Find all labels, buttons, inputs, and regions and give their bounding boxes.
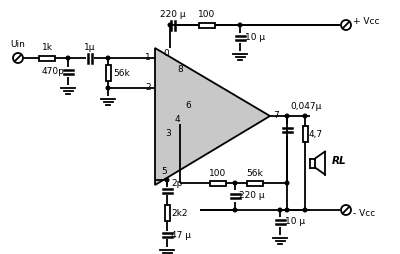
Text: 56k: 56k bbox=[113, 69, 130, 77]
Bar bbox=[199, 23, 215, 27]
Text: 0,047μ: 0,047μ bbox=[290, 102, 321, 111]
Polygon shape bbox=[155, 48, 270, 185]
Circle shape bbox=[285, 181, 289, 185]
Text: 2p: 2p bbox=[171, 179, 182, 188]
Text: RL: RL bbox=[332, 156, 347, 166]
Text: 5: 5 bbox=[161, 167, 167, 176]
Text: 1: 1 bbox=[145, 54, 151, 62]
Bar bbox=[247, 181, 263, 185]
Text: 3: 3 bbox=[165, 129, 171, 137]
Circle shape bbox=[303, 208, 307, 212]
Bar bbox=[302, 126, 308, 142]
Text: Uin: Uin bbox=[10, 40, 26, 49]
Bar bbox=[164, 205, 170, 221]
Text: 1μ: 1μ bbox=[84, 43, 96, 52]
Bar bbox=[39, 56, 55, 60]
Text: 2: 2 bbox=[145, 84, 151, 92]
Circle shape bbox=[285, 208, 289, 212]
Text: 47 μ: 47 μ bbox=[171, 230, 191, 240]
Circle shape bbox=[106, 56, 110, 60]
Text: 6: 6 bbox=[185, 102, 191, 110]
Circle shape bbox=[303, 114, 307, 118]
Text: 56k: 56k bbox=[247, 169, 263, 178]
Circle shape bbox=[233, 208, 237, 212]
Text: + Vcc: + Vcc bbox=[353, 18, 380, 26]
Text: 220 μ: 220 μ bbox=[239, 192, 265, 200]
Circle shape bbox=[106, 86, 110, 90]
Circle shape bbox=[278, 208, 282, 212]
Circle shape bbox=[233, 181, 237, 185]
Text: 8: 8 bbox=[177, 66, 183, 74]
Text: 470p: 470p bbox=[41, 68, 64, 76]
Text: - Vcc: - Vcc bbox=[353, 209, 375, 217]
Text: 10 μ: 10 μ bbox=[285, 217, 305, 227]
Circle shape bbox=[168, 23, 172, 27]
Circle shape bbox=[238, 23, 242, 27]
Text: 2k2: 2k2 bbox=[171, 209, 188, 217]
Text: 0: 0 bbox=[163, 50, 169, 58]
Bar bbox=[106, 65, 110, 81]
Text: 7: 7 bbox=[273, 112, 279, 120]
Circle shape bbox=[165, 178, 169, 182]
Text: 100: 100 bbox=[209, 169, 227, 178]
Text: 220 μ: 220 μ bbox=[160, 10, 186, 19]
Circle shape bbox=[285, 114, 289, 118]
Text: 100: 100 bbox=[198, 10, 216, 19]
Text: 4,7: 4,7 bbox=[309, 130, 323, 138]
Text: 4: 4 bbox=[175, 115, 181, 123]
Text: 1k: 1k bbox=[42, 43, 52, 52]
Text: 10 μ: 10 μ bbox=[245, 34, 265, 42]
Bar bbox=[210, 181, 226, 185]
Circle shape bbox=[66, 56, 70, 60]
